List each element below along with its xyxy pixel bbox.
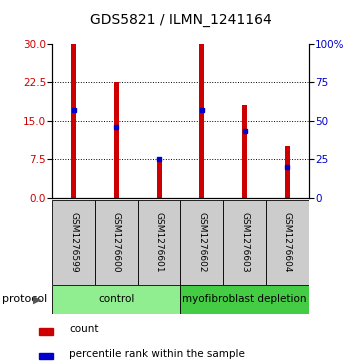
Text: GSM1276599: GSM1276599 [69,212,78,273]
Bar [223,200,266,285]
Text: GSM1276604: GSM1276604 [283,212,292,273]
Text: protocol: protocol [2,294,47,305]
Text: control: control [98,294,135,305]
Text: GSM1276602: GSM1276602 [197,212,206,273]
Bar [199,44,204,198]
Bar [95,200,138,285]
Bar [180,200,223,285]
Text: GSM1276600: GSM1276600 [112,212,121,273]
Bar [266,200,309,285]
Text: GDS5821 / ILMN_1241164: GDS5821 / ILMN_1241164 [90,13,271,27]
Text: ▶: ▶ [33,294,42,305]
Bar [114,82,119,198]
Bar [138,200,180,285]
Bar [39,328,53,335]
Bar [39,352,53,359]
Text: GSM1276601: GSM1276601 [155,212,164,273]
Bar [52,200,95,285]
Text: count: count [69,324,99,334]
Text: GSM1276603: GSM1276603 [240,212,249,273]
Text: myofibroblast depletion: myofibroblast depletion [182,294,307,305]
Bar [180,285,309,314]
Bar [71,44,76,198]
Bar [285,146,290,198]
Text: percentile rank within the sample: percentile rank within the sample [69,348,245,359]
Bar [157,157,162,198]
Bar [242,105,247,198]
Bar [52,285,180,314]
